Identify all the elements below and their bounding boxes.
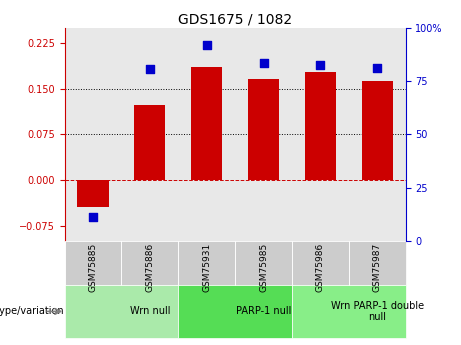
Bar	[349, 241, 406, 285]
Bar	[178, 241, 235, 285]
Text: Wrn null: Wrn null	[130, 306, 170, 316]
Point	[203, 42, 210, 47]
Text: GSM75885: GSM75885	[89, 243, 97, 292]
Text: GSM75886: GSM75886	[145, 243, 154, 292]
Bar	[77, 180, 109, 207]
Point	[146, 67, 154, 72]
Bar	[178, 285, 292, 338]
Bar	[361, 81, 393, 180]
Bar	[121, 241, 178, 285]
Point	[373, 66, 381, 71]
Bar	[65, 241, 121, 285]
Bar	[134, 105, 165, 180]
Text: GSM75986: GSM75986	[316, 243, 325, 292]
Bar	[292, 285, 406, 338]
Point	[260, 60, 267, 66]
Bar	[65, 285, 178, 338]
Text: genotype/variation: genotype/variation	[0, 306, 65, 316]
Point	[89, 214, 97, 219]
Text: GSM75985: GSM75985	[259, 243, 268, 292]
Bar	[248, 79, 279, 180]
Point	[317, 62, 324, 68]
Title: GDS1675 / 1082: GDS1675 / 1082	[178, 12, 292, 27]
Bar	[235, 241, 292, 285]
Text: GSM75931: GSM75931	[202, 243, 211, 292]
Bar	[292, 241, 349, 285]
Text: GSM75987: GSM75987	[373, 243, 382, 292]
Bar	[305, 71, 336, 180]
Text: Wrn PARP-1 double
null: Wrn PARP-1 double null	[331, 300, 424, 322]
Text: PARP-1 null: PARP-1 null	[236, 306, 291, 316]
Bar	[191, 67, 222, 180]
